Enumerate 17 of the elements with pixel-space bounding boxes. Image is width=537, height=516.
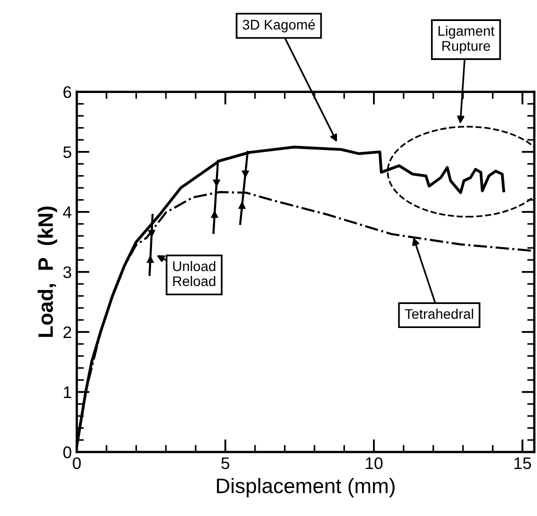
y-tick-label: 5 [63,146,72,158]
y-tick-label: 0 [63,446,72,458]
text: Ligament Rupture [438,26,494,54]
x-tick-label: 15 [514,457,532,470]
y-axis-title: Load, P (kN) [38,206,58,337]
x-axis-title: Displacement (mm) [216,478,395,498]
x-tick-label: 0 [72,457,81,470]
annotation: Tetrahedral [404,308,474,319]
x-tick-label: 5 [221,457,230,470]
annotation: Unload Reload [173,260,216,286]
y-tick-label: 4 [63,206,72,218]
annotation: 3D Kagomé [242,19,315,32]
y-tick-label: 3 [63,266,72,278]
y-tick-label: 6 [64,86,72,98]
x-tick-label: 10 [366,457,383,470]
y-tick-label: 2 [64,326,72,338]
y-tick-label: 1 [64,386,72,398]
